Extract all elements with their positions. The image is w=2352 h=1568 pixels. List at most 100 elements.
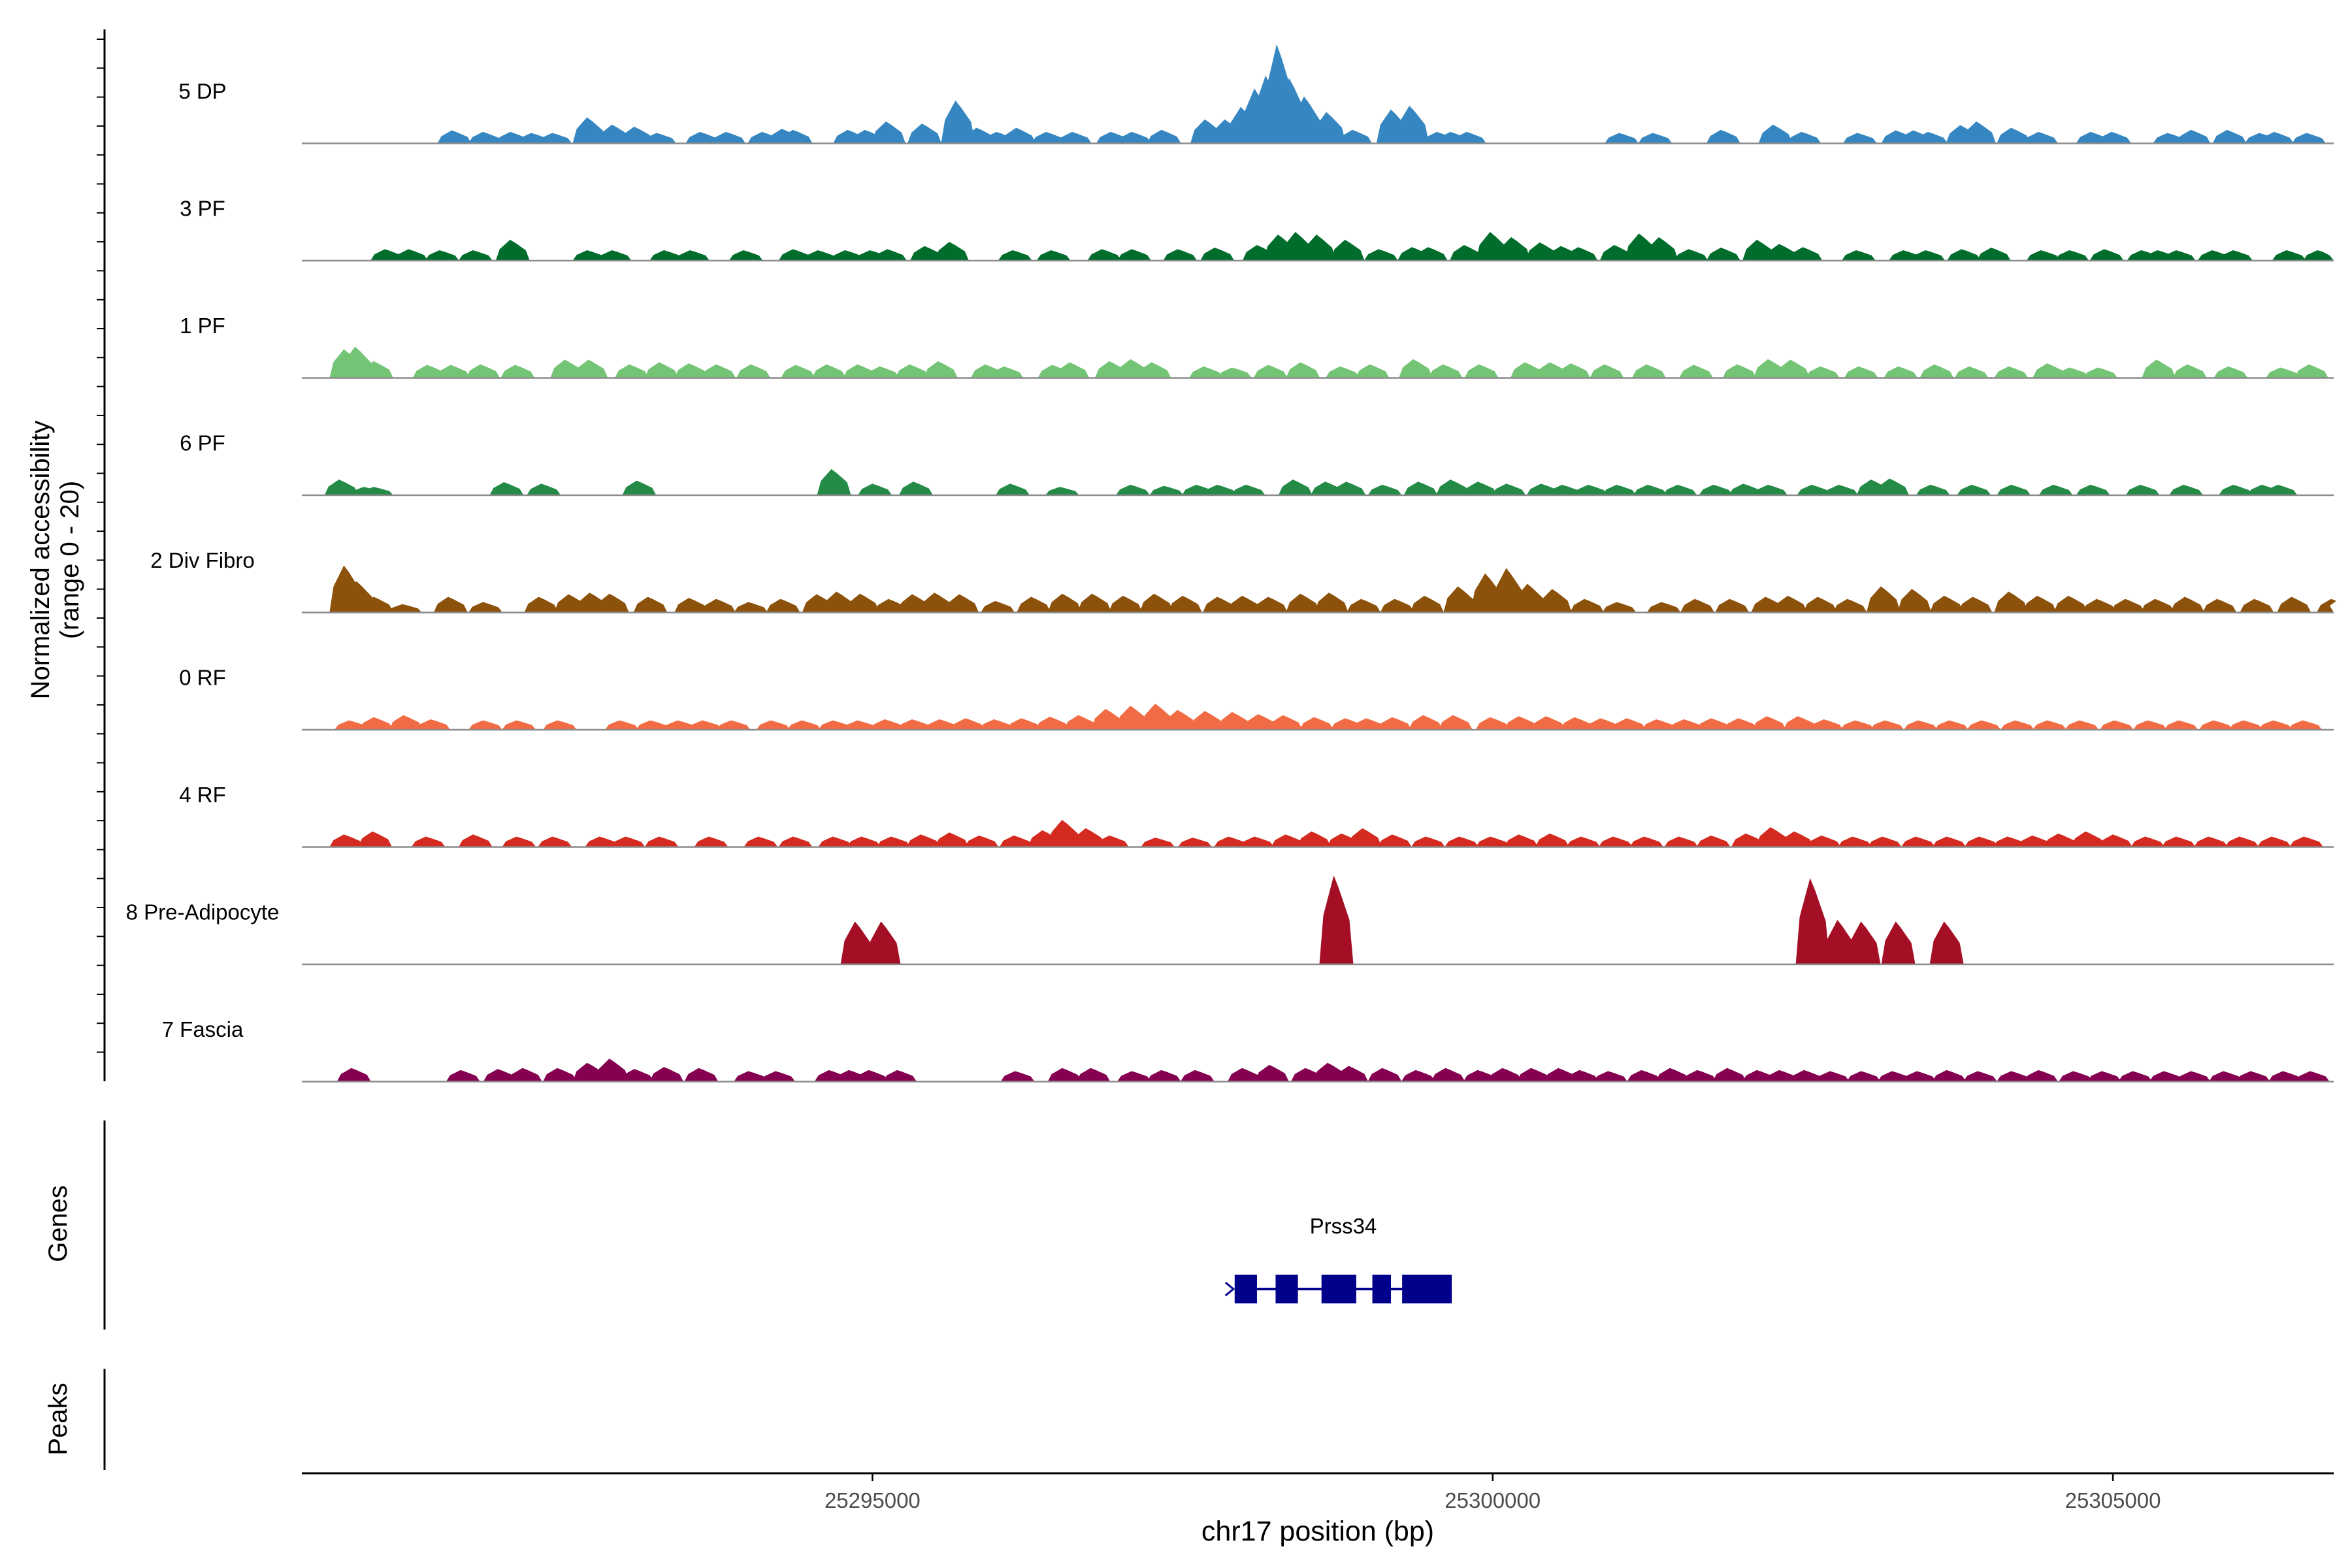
coverage-peak [1377, 834, 1412, 847]
coverage-peak [1117, 131, 1151, 144]
coverage-peak [2026, 250, 2061, 261]
coverage-peak [1147, 1070, 1181, 1082]
coverage-peak [883, 1070, 917, 1082]
coverage-peak [1087, 249, 1122, 261]
coverage-peak [411, 836, 446, 847]
coverage-peak [1789, 1070, 1824, 1082]
coverage-peak [822, 591, 857, 613]
track-label: 0 RF [179, 666, 226, 690]
coverage-peak [1286, 593, 1320, 613]
coverage-peak [2023, 595, 2057, 613]
coverage-peak [995, 483, 1030, 495]
coverage-peak [2266, 367, 2300, 378]
coverage-peak [1846, 921, 1881, 964]
coverage-peak [1031, 131, 1066, 144]
coverage-peak [1795, 878, 1830, 964]
coverage-peak [1531, 716, 1566, 730]
coverage-peak [1409, 715, 1443, 730]
coverage-peak [1712, 1068, 1747, 1082]
track-5-dp: 5 DP [178, 44, 2334, 144]
coverage-peak [872, 121, 906, 144]
coverage-peak [1364, 249, 1398, 261]
coverage-peak [2132, 720, 2167, 730]
track-label: 7 Fascia [162, 1017, 244, 1041]
coverage-peak [1435, 480, 1470, 495]
coverage-peak [924, 719, 959, 730]
track-label: 8 Pre-Adipocyte [126, 900, 280, 924]
coverage-peak [2082, 598, 2117, 613]
coverage-peak [1410, 595, 1445, 613]
coverage-peak [2098, 834, 2132, 847]
coverage-peak [840, 921, 875, 964]
coverage-peak [644, 362, 679, 378]
coverage-peak [1754, 485, 1788, 495]
coverage-peak [1348, 828, 1382, 847]
coverage-peak [2176, 129, 2211, 144]
gene-label: Prss34 [1310, 1214, 1377, 1238]
coverage-peak [1227, 595, 1262, 613]
coverage-peak [1189, 366, 1224, 378]
coverage-peak [425, 250, 459, 261]
coverage-peak [1325, 366, 1360, 378]
coverage-peak [1612, 718, 1646, 730]
coverage-peak [2288, 720, 2323, 730]
coverage-peak [2055, 250, 2089, 261]
coverage-peak [1243, 714, 1278, 730]
strand-arrow [1224, 1281, 1235, 1297]
coverage-peak [2272, 250, 2306, 261]
x-tick-label: 25305000 [2065, 1488, 2161, 1512]
gene-exon [1275, 1275, 1298, 1303]
coverage-peak [1463, 1070, 1497, 1082]
coverage-peak [934, 242, 969, 261]
coverage-peak [358, 831, 393, 847]
coverage-peak [1488, 1068, 1522, 1082]
coverage-peak [1586, 718, 1620, 730]
coverage-peak [2219, 485, 2253, 495]
track-3-pf: 3 PF [180, 197, 2334, 262]
coverage-peak [778, 836, 813, 847]
track-4-rf: 4 RF [179, 783, 2334, 848]
coverage-peak [1504, 716, 1539, 730]
coverage-peak [1602, 602, 1637, 613]
coverage-peak [1932, 1070, 1967, 1082]
coverage-peak [466, 364, 500, 378]
coverage-peak [1314, 593, 1348, 613]
x-tick-label: 25300000 [1445, 1488, 1541, 1512]
coverage-peak [2317, 598, 2336, 613]
coverage-peak [1758, 124, 1793, 144]
coverage-peak [542, 1068, 577, 1082]
coverage-peak [2118, 1071, 2153, 1082]
coverage-peak [597, 250, 632, 261]
coverage-peak [1268, 715, 1303, 730]
coverage-peak [2071, 831, 2106, 847]
x-axis-label: chr17 position (bp) [1201, 1516, 1434, 1547]
coverage-peak [1674, 249, 1708, 261]
coverage-peak [898, 482, 933, 495]
track-label: 2 Div Fibro [150, 548, 255, 572]
coverage-peak [1787, 131, 1821, 144]
track-label: 6 PF [180, 431, 225, 455]
coverage-peak [324, 480, 359, 495]
coverage-peak [604, 720, 639, 730]
coverage-peak [527, 483, 561, 495]
coverage-peak [572, 250, 607, 261]
coverage-peak [923, 361, 958, 378]
coverage-peak [1297, 831, 1331, 847]
coverage-peak [1463, 482, 1497, 495]
coverage-peak [1805, 366, 1840, 378]
coverage-peak [446, 1070, 480, 1082]
coverage-peak [736, 364, 771, 378]
coverage-peak [945, 594, 979, 613]
coverage-peak [2240, 598, 2274, 613]
coverage-peak [1190, 711, 1225, 730]
coverage-peak [895, 364, 930, 378]
coverage-peak [2065, 720, 2099, 730]
coverage-peak [2055, 367, 2089, 378]
coverage-peak [1431, 1068, 1465, 1082]
coverage-peak [1976, 248, 2011, 261]
coverage-peak [585, 836, 619, 847]
coverage-peak [574, 359, 608, 378]
coverage-peak [468, 602, 503, 613]
coverage-peak [1629, 836, 1664, 847]
coverage-peak [1776, 359, 1810, 378]
